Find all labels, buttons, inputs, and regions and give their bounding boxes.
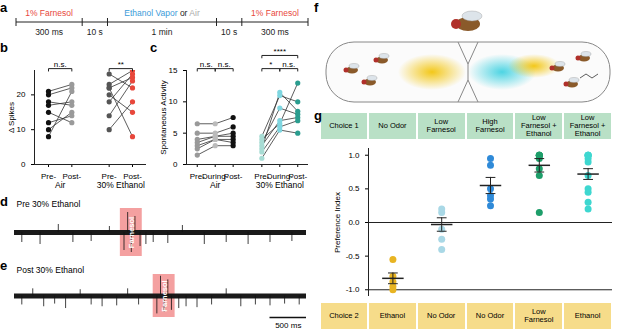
- svg-text:Air: Air: [210, 180, 221, 190]
- svg-text:Post-: Post-: [62, 172, 82, 182]
- svg-text:-1.0: -1.0: [346, 285, 360, 294]
- html-text:Ethanol: Ethanol: [574, 311, 601, 320]
- svg-text:10 s: 10 s: [87, 27, 103, 37]
- html-text:Low Farnesol + Ethanol: Low Farnesol + Ethanol: [569, 113, 606, 138]
- html-text:a: a: [0, 0, 8, 15]
- html-text:No Odor: No Odor: [427, 311, 456, 320]
- svg-text:*: *: [269, 60, 272, 69]
- svg-text:1 min: 1 min: [152, 27, 173, 37]
- html-text:d: d: [0, 194, 8, 209]
- svg-text:**: **: [118, 60, 124, 69]
- svg-text:Farnesol: Farnesol: [127, 217, 136, 248]
- svg-text:10 s: 10 s: [221, 27, 237, 37]
- svg-text:0: 0: [173, 160, 178, 169]
- svg-text:1.0: 1.0: [348, 151, 360, 160]
- svg-text:n.s.: n.s.: [218, 60, 231, 69]
- svg-text:Air: Air: [55, 180, 66, 190]
- svg-text:0: 0: [21, 160, 26, 169]
- html-text:Choice 2: Choice 2: [329, 311, 359, 320]
- html-text:Choice 1: Choice 1: [329, 121, 359, 130]
- svg-text:1% Farnesol: 1% Farnesol: [251, 8, 299, 18]
- svg-text:500 ms: 500 ms: [275, 321, 301, 330]
- html-text:Low Farnesol + Ethanol: Low Farnesol + Ethanol: [521, 113, 557, 138]
- svg-text:Pre 30% Ethanol: Pre 30% Ethanol: [17, 199, 81, 209]
- svg-text:300 ms: 300 ms: [261, 27, 289, 37]
- html-text:g: g: [314, 108, 322, 123]
- html-text:b: b: [0, 40, 8, 55]
- svg-text:0.0: 0.0: [348, 218, 360, 227]
- svg-text:Post 30% Ethanol: Post 30% Ethanol: [17, 265, 85, 275]
- svg-text:Spontaneous Activity: Spontaneous Activity: [159, 80, 168, 154]
- svg-text:Post-: Post-: [288, 172, 308, 182]
- svg-text:0.5: 0.5: [348, 184, 360, 193]
- svg-text:Post-: Post-: [123, 172, 142, 182]
- svg-text:10: 10: [17, 125, 26, 134]
- svg-text:30% Ethanol: 30% Ethanol: [256, 180, 304, 190]
- svg-text:20: 20: [17, 90, 26, 99]
- svg-text:Post-: Post-: [224, 172, 243, 181]
- svg-text:1% Farnesol: 1% Farnesol: [25, 8, 73, 18]
- svg-text:Preference Index: Preference Index: [333, 192, 342, 253]
- svg-text:n.s.: n.s.: [200, 60, 213, 69]
- svg-text:5: 5: [173, 129, 178, 138]
- svg-text:10: 10: [169, 97, 178, 106]
- html-text:Ethanol: Ethanol: [379, 311, 406, 320]
- svg-text:Δ Spikes: Δ Spikes: [7, 102, 16, 133]
- html-text:e: e: [0, 258, 8, 273]
- svg-text:Ethanol Vapor or Air: Ethanol Vapor or Air: [124, 8, 200, 18]
- svg-text:n.s.: n.s.: [282, 60, 295, 69]
- svg-text:-0.5: -0.5: [346, 252, 360, 261]
- html-text:Low Farnesol: Low Farnesol: [524, 307, 554, 324]
- svg-text:n.s.: n.s.: [54, 60, 67, 69]
- svg-text:15: 15: [169, 66, 178, 75]
- svg-text:Pre-: Pre-: [101, 172, 117, 182]
- svg-text:300 ms: 300 ms: [35, 27, 63, 37]
- html-text:No Odor: No Odor: [378, 121, 407, 130]
- svg-text:30% Ethanol: 30% Ethanol: [97, 180, 145, 190]
- svg-text:Pre-: Pre-: [40, 172, 57, 182]
- html-text:No Odor: No Odor: [475, 311, 505, 320]
- html-text:High Farnesol: High Farnesol: [475, 117, 505, 134]
- svg-text:Pre-: Pre-: [189, 172, 205, 182]
- html-text:Low Farnesol: Low Farnesol: [426, 117, 456, 134]
- html-text:f: f: [314, 0, 319, 15]
- html-text:c: c: [150, 40, 158, 55]
- svg-text:****: ****: [274, 47, 286, 56]
- svg-text:Farnesol: Farnesol: [160, 280, 169, 311]
